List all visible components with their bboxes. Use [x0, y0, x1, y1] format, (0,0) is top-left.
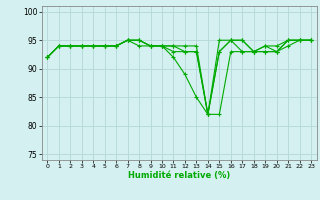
- X-axis label: Humidité relative (%): Humidité relative (%): [128, 171, 230, 180]
